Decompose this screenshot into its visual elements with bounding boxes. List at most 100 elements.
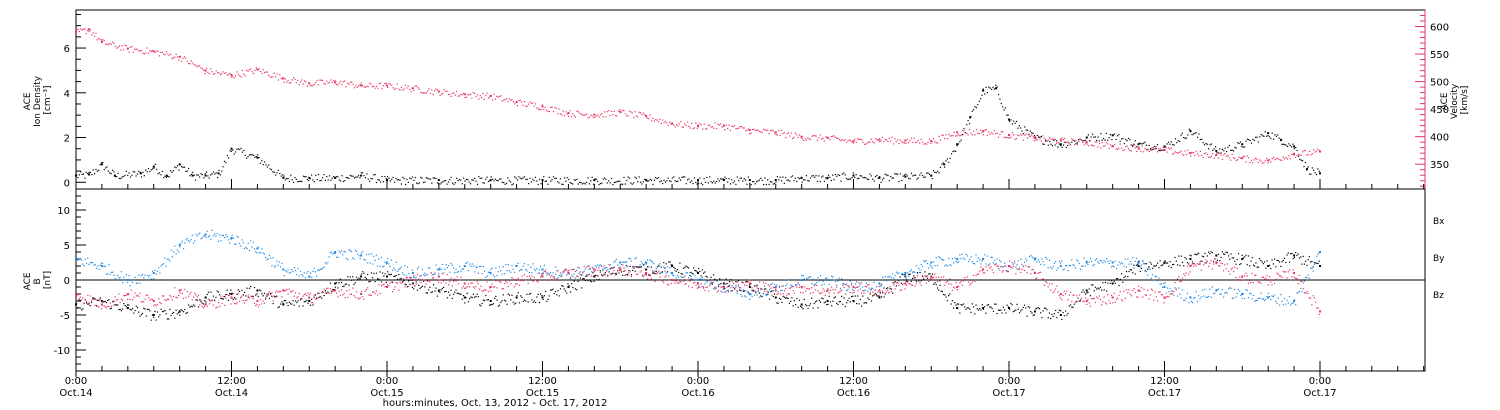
velocity-sample bbox=[246, 69, 248, 71]
density-sample bbox=[420, 176, 422, 178]
bx-sample bbox=[113, 300, 115, 302]
bx-sample bbox=[1204, 252, 1206, 255]
bx-sample bbox=[979, 307, 981, 310]
bx-sample bbox=[568, 285, 570, 287]
velocity-sample bbox=[163, 53, 165, 55]
velocity-sample bbox=[840, 140, 842, 142]
by-sample bbox=[357, 253, 359, 255]
density-sample bbox=[680, 179, 682, 181]
density-sample bbox=[443, 180, 445, 182]
bx-sample bbox=[1117, 278, 1119, 280]
density-sample bbox=[1042, 143, 1044, 145]
bz-sample bbox=[475, 285, 477, 288]
by-sample bbox=[950, 264, 952, 267]
bx-sample bbox=[655, 270, 657, 272]
density-sample bbox=[471, 179, 473, 181]
density-sample bbox=[490, 176, 492, 178]
bx-sample bbox=[1028, 307, 1031, 309]
bz-sample bbox=[744, 284, 746, 286]
bx-sample bbox=[178, 312, 180, 314]
by-sample bbox=[401, 272, 404, 274]
velocity-sample bbox=[485, 94, 487, 96]
velocity-sample bbox=[406, 87, 408, 89]
density-sample bbox=[194, 179, 197, 181]
bx-sample bbox=[976, 308, 978, 310]
bz-sample bbox=[340, 289, 343, 291]
velocity-point bbox=[515, 100, 518, 103]
velocity-sample bbox=[1165, 147, 1167, 149]
by-sample bbox=[1206, 296, 1208, 298]
density-sample bbox=[497, 180, 499, 182]
by-sample bbox=[893, 277, 895, 279]
bx-sample bbox=[1196, 253, 1199, 255]
velocity-point bbox=[1033, 136, 1036, 139]
density-sample bbox=[1230, 149, 1232, 151]
bx-sample bbox=[370, 272, 373, 274]
density-sample bbox=[313, 181, 315, 183]
density-point bbox=[774, 179, 777, 182]
by-sample bbox=[818, 280, 820, 282]
bx-sample bbox=[1046, 309, 1048, 311]
by-sample bbox=[538, 269, 540, 271]
by-sample bbox=[1050, 266, 1052, 268]
bz-sample bbox=[339, 294, 341, 296]
bx-sample bbox=[1231, 257, 1233, 259]
density-sample bbox=[738, 179, 740, 182]
bz-sample bbox=[500, 281, 502, 283]
density-sample bbox=[110, 172, 112, 175]
by-sample bbox=[1264, 299, 1266, 302]
bz-sample bbox=[165, 299, 167, 301]
density-sample bbox=[298, 180, 300, 182]
bz-sample bbox=[1119, 290, 1121, 293]
bz-sample bbox=[938, 276, 940, 278]
bx-sample bbox=[558, 295, 560, 297]
by-sample bbox=[788, 287, 791, 289]
by-sample bbox=[1250, 292, 1252, 295]
bz-sample bbox=[323, 288, 325, 290]
velocity-sample bbox=[471, 97, 473, 99]
density-sample bbox=[367, 178, 369, 180]
bx-sample bbox=[625, 265, 628, 267]
density-sample bbox=[250, 153, 252, 156]
by-sample bbox=[288, 272, 290, 274]
bz-sample bbox=[88, 303, 90, 306]
by-sample bbox=[339, 251, 341, 254]
density-sample bbox=[316, 178, 318, 181]
density-sample bbox=[782, 176, 784, 178]
bz-sample bbox=[584, 275, 586, 278]
bz-sample bbox=[921, 274, 924, 277]
velocity-sample bbox=[924, 143, 926, 145]
velocity-sample bbox=[93, 35, 96, 37]
density-sample bbox=[149, 170, 151, 173]
bx-sample bbox=[618, 272, 620, 274]
by-sample bbox=[1272, 295, 1274, 298]
by-sample bbox=[816, 281, 818, 284]
velocity-sample bbox=[84, 28, 86, 30]
bx-sample bbox=[1193, 263, 1195, 265]
bz-sample bbox=[707, 290, 710, 292]
density-sample bbox=[290, 174, 292, 176]
bx-sample bbox=[1271, 259, 1273, 261]
by-sample bbox=[760, 287, 762, 290]
velocity-sample bbox=[1148, 150, 1150, 153]
bx-sample bbox=[972, 306, 975, 308]
by-sample bbox=[1308, 277, 1311, 279]
by-sample bbox=[658, 265, 660, 267]
by-sample bbox=[969, 258, 971, 261]
bx-sample bbox=[974, 313, 976, 315]
velocity-sample bbox=[262, 68, 264, 71]
velocity-sample bbox=[808, 138, 810, 140]
bx-sample bbox=[781, 301, 783, 304]
density-sample bbox=[843, 172, 845, 174]
velocity-sample bbox=[565, 111, 567, 113]
by-sample bbox=[1133, 267, 1135, 269]
bz-point bbox=[1163, 296, 1166, 299]
bx-sample bbox=[498, 304, 501, 306]
density-sample bbox=[666, 180, 668, 182]
bx-sample bbox=[603, 273, 605, 275]
by-sample bbox=[676, 275, 679, 277]
bz-sample bbox=[515, 283, 517, 285]
density-point bbox=[100, 163, 103, 166]
velocity-sample bbox=[501, 100, 503, 102]
bz-sample bbox=[798, 286, 800, 288]
